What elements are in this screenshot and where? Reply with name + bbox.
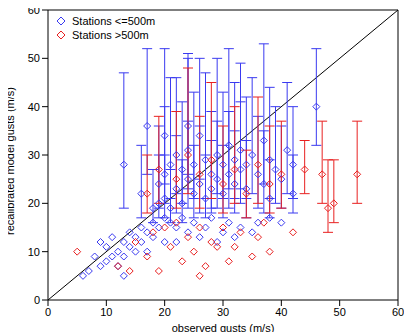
svg-text:60: 60 — [28, 8, 40, 16]
svg-text:recalibrated model gusts (m/s): recalibrated model gusts (m/s) — [8, 87, 16, 235]
svg-text:10: 10 — [100, 306, 112, 318]
svg-text:40: 40 — [28, 101, 40, 113]
svg-text:30: 30 — [217, 306, 229, 318]
svg-text:20: 20 — [159, 306, 171, 318]
svg-text:60: 60 — [392, 306, 404, 318]
svg-text:0: 0 — [34, 294, 40, 306]
svg-text:0: 0 — [45, 306, 51, 318]
svg-text:40: 40 — [275, 306, 287, 318]
svg-text:observed gusts (m/s): observed gusts (m/s) — [172, 322, 275, 332]
svg-text:10: 10 — [28, 246, 40, 258]
svg-text:30: 30 — [28, 149, 40, 161]
svg-text:20: 20 — [28, 197, 40, 209]
svg-text:50: 50 — [28, 52, 40, 64]
svg-text:50: 50 — [334, 306, 346, 318]
html-text:Stations >500m: Stations >500m — [72, 29, 149, 41]
html-text:Stations <=500m: Stations <=500m — [72, 15, 156, 27]
